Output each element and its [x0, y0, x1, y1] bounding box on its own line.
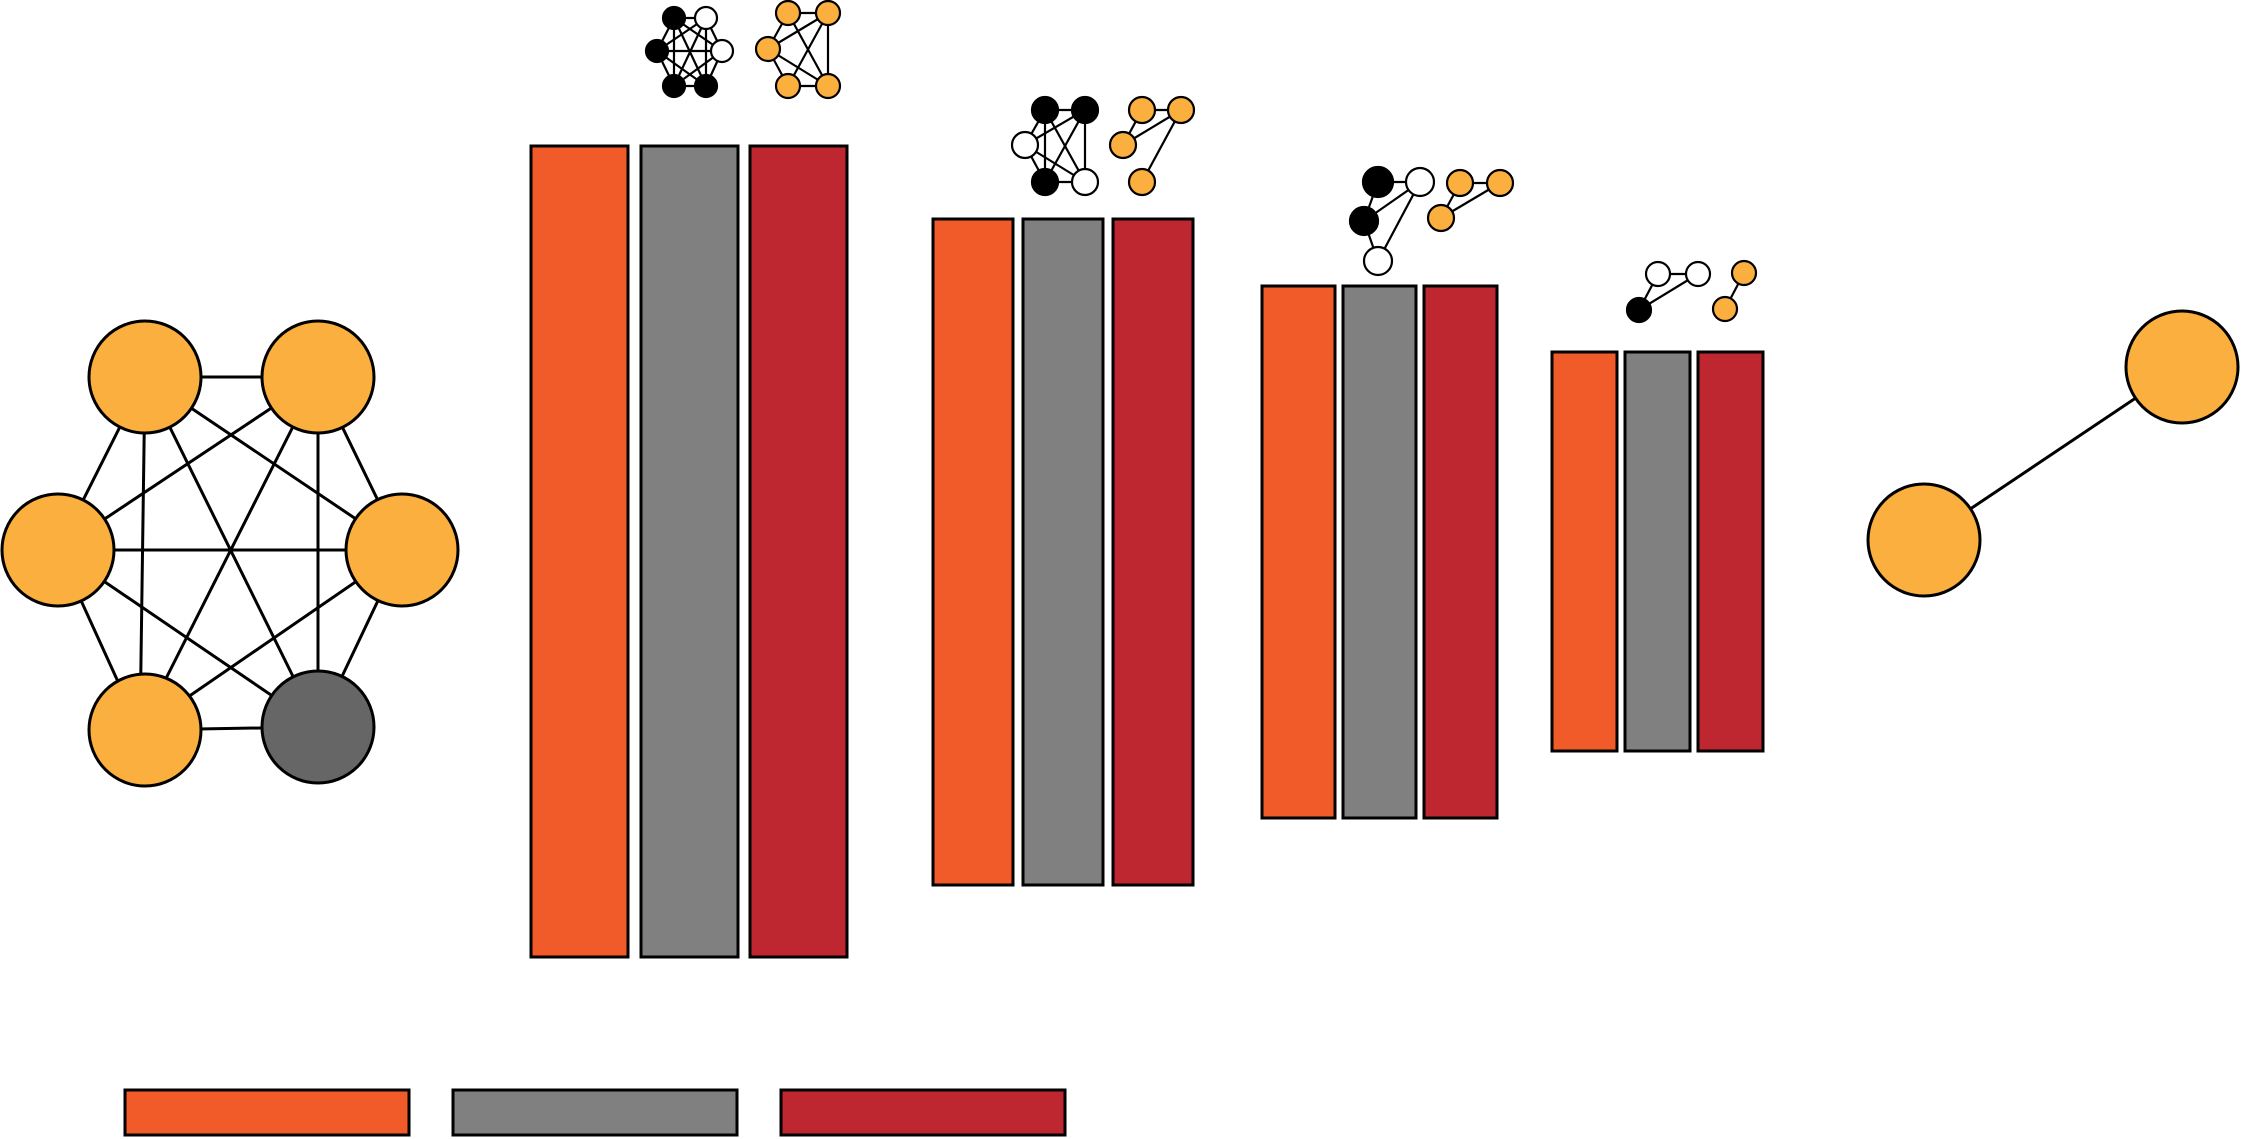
- mini-node-black: [1348, 205, 1380, 237]
- bar-orange: [529, 144, 630, 959]
- mini-node-black: [661, 73, 687, 99]
- input-node: [0, 492, 116, 608]
- bar-gray: [1623, 350, 1692, 753]
- output-graph: [1866, 309, 2240, 598]
- mini-node-white: [1010, 130, 1040, 160]
- mini-node-black: [661, 5, 687, 31]
- input-edge: [138, 376, 147, 731]
- stage-1-bars: [529, 144, 849, 959]
- bar-orange: [1260, 284, 1337, 820]
- bar-gray: [639, 144, 740, 959]
- input-node: [344, 492, 460, 608]
- mini-node-orange: [774, 72, 802, 100]
- bar-gray: [1341, 284, 1418, 820]
- output-node: [2124, 309, 2240, 425]
- stage-3-bars: [1260, 284, 1499, 820]
- input-node: [87, 319, 203, 435]
- mini-node-orange: [1485, 168, 1515, 198]
- mini-node-orange: [1127, 167, 1157, 197]
- legend-bar-orange: [123, 1088, 411, 1137]
- stage-3-mini-graph-b: [1426, 168, 1515, 233]
- input-node: [260, 319, 376, 435]
- mini-node-black: [1625, 296, 1653, 324]
- bar-red: [1422, 284, 1499, 820]
- mini-node-white: [709, 38, 735, 64]
- stage-4-bars: [1550, 350, 1765, 753]
- legend-bar-gray: [451, 1088, 739, 1137]
- mini-node-black: [1030, 167, 1060, 197]
- mini-node-orange: [754, 35, 782, 63]
- mini-node-black: [1070, 95, 1100, 125]
- mini-node-white: [1070, 167, 1100, 197]
- stage-1-mini-graph-b: [754, 0, 842, 100]
- bar-gray: [1021, 217, 1105, 887]
- mini-node-orange: [814, 72, 842, 100]
- legend-bar-red: [779, 1088, 1067, 1137]
- mini-node-orange: [1127, 95, 1157, 125]
- input-edge: [143, 376, 320, 728]
- stage-2: [931, 95, 1196, 887]
- input-node-removed: [260, 669, 376, 785]
- stage-3-mini-graph-a: [1348, 165, 1436, 277]
- bar-red: [748, 144, 849, 959]
- mini-node-orange: [1426, 203, 1456, 233]
- mini-node-black: [693, 73, 719, 99]
- input-graph: [0, 319, 460, 788]
- input-edge: [138, 376, 320, 731]
- mini-edge: [787, 12, 829, 87]
- mini-node-white: [1644, 260, 1672, 288]
- stage-2-mini-graph-b: [1108, 95, 1196, 197]
- bar-orange: [1550, 350, 1619, 753]
- mini-node-white: [693, 5, 719, 31]
- stage-1: [529, 0, 849, 959]
- stage-2-mini-graph-a: [1010, 95, 1100, 197]
- bar-orange: [931, 217, 1015, 887]
- stage-4: [1550, 259, 1765, 753]
- bar-red: [1111, 217, 1195, 887]
- mini-node-orange: [1445, 168, 1475, 198]
- bar-red: [1696, 350, 1765, 753]
- stage-1-mini-graph-a: [644, 5, 735, 99]
- input-graph-nodes: [0, 319, 460, 788]
- mini-node-white: [1362, 245, 1394, 277]
- mini-node-white: [1404, 166, 1436, 198]
- mini-node-black: [1030, 95, 1060, 125]
- mini-node-orange: [1108, 130, 1138, 160]
- input-node: [87, 672, 203, 788]
- mini-node-black: [644, 38, 670, 64]
- mini-node-white: [1684, 260, 1712, 288]
- legend: [123, 1088, 1067, 1137]
- output-node: [1866, 482, 1982, 598]
- mini-node-black: [1361, 165, 1395, 199]
- mini-node-orange: [1166, 95, 1196, 125]
- mini-node-orange: [774, 0, 802, 27]
- mini-node-orange: [1730, 259, 1758, 287]
- stage-3: [1260, 165, 1515, 820]
- mini-node-orange: [1711, 295, 1739, 323]
- mini-node-orange: [814, 0, 842, 27]
- stage-2-bars: [931, 217, 1195, 887]
- stage-4-mini-graph-b: [1711, 259, 1758, 323]
- stage-4-mini-graph-a: [1625, 260, 1712, 324]
